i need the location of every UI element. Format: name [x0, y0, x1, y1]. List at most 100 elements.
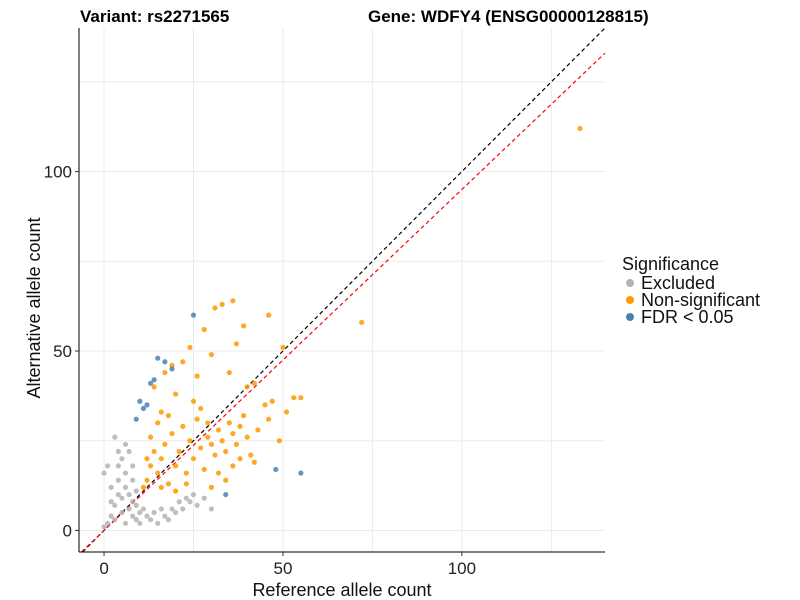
point-excluded: [115, 491, 121, 498]
point-excluded: [169, 506, 175, 512]
point-excluded: [133, 517, 139, 523]
point-non-significant: [151, 448, 157, 455]
point-excluded: [187, 499, 193, 505]
point-excluded: [140, 506, 147, 512]
point-non-significant: [248, 452, 254, 458]
point-non-significant: [291, 395, 297, 401]
point-excluded: [126, 448, 132, 455]
point-excluded: [208, 506, 214, 512]
point-non-significant: [165, 481, 172, 487]
point-non-significant: [198, 405, 204, 412]
point-fdr-0-05: [144, 402, 150, 408]
point-non-significant: [230, 430, 236, 437]
point-excluded: [194, 502, 200, 508]
point-excluded: [108, 484, 114, 490]
point-non-significant: [158, 484, 164, 490]
point-excluded: [122, 470, 129, 476]
point-non-significant: [230, 298, 236, 304]
point-non-significant: [219, 301, 225, 307]
reference-line-fit: [81, 52, 606, 553]
y-tick-label: 0: [63, 521, 72, 540]
legend-label-fdr: FDR < 0.05: [641, 307, 734, 327]
point-non-significant: [230, 463, 236, 469]
point-fdr-0-05: [298, 470, 304, 476]
point-excluded: [112, 434, 118, 440]
point-non-significant: [219, 438, 225, 444]
point-non-significant: [151, 384, 157, 390]
point-non-significant: [240, 323, 247, 329]
point-excluded: [130, 513, 136, 519]
point-excluded: [119, 456, 125, 462]
point-non-significant: [201, 326, 207, 333]
point-excluded: [130, 499, 136, 505]
point-excluded: [126, 491, 132, 498]
point-excluded: [115, 463, 121, 469]
point-non-significant: [144, 477, 150, 483]
point-non-significant: [212, 305, 218, 311]
point-non-significant: [212, 452, 218, 458]
point-excluded: [126, 506, 132, 512]
point-non-significant: [269, 398, 275, 404]
point-non-significant: [180, 359, 186, 365]
point-non-significant: [183, 481, 189, 487]
point-fdr-0-05: [147, 380, 154, 386]
point-non-significant: [223, 448, 229, 455]
point-non-significant: [147, 434, 154, 440]
point-non-significant: [226, 420, 232, 426]
point-excluded: [176, 499, 182, 505]
legend-swatch-non-significant: [626, 296, 634, 304]
point-non-significant: [244, 384, 250, 390]
point-fdr-0-05: [151, 377, 157, 383]
point-non-significant: [158, 409, 164, 415]
point-non-significant: [233, 441, 240, 447]
point-non-significant: [237, 423, 243, 429]
point-non-significant: [155, 470, 161, 476]
point-fdr-0-05: [140, 405, 147, 412]
point-excluded: [122, 484, 129, 490]
point-excluded: [201, 495, 207, 501]
point-non-significant: [198, 445, 204, 451]
point-non-significant: [158, 456, 164, 462]
point-excluded: [112, 517, 118, 523]
point-excluded: [137, 509, 143, 516]
point-non-significant: [255, 427, 261, 433]
point-excluded: [137, 520, 143, 526]
point-non-significant: [226, 369, 232, 376]
point-excluded: [108, 513, 114, 519]
point-excluded: [144, 513, 150, 519]
point-fdr-0-05: [169, 366, 175, 372]
point-non-significant: [208, 441, 214, 447]
point-fdr-0-05: [273, 466, 279, 473]
point-excluded: [162, 513, 168, 519]
point-non-significant: [173, 391, 179, 397]
point-non-significant: [162, 441, 168, 447]
point-excluded: [151, 509, 157, 516]
point-excluded: [105, 520, 111, 526]
point-non-significant: [190, 398, 197, 404]
point-fdr-0-05: [155, 355, 161, 361]
point-excluded: [115, 448, 121, 455]
chart-title-gene: Gene: WDFY4 (ENSG00000128815): [368, 7, 649, 26]
y-tick-labels: 0 50 100: [44, 163, 72, 541]
point-non-significant: [577, 125, 583, 132]
point-non-significant: [180, 423, 186, 429]
x-tick-label: 50: [273, 559, 292, 578]
point-non-significant: [147, 463, 154, 469]
point-excluded: [190, 491, 197, 498]
point-fdr-0-05: [190, 312, 197, 318]
y-tick-label: 100: [44, 163, 72, 182]
point-non-significant: [215, 427, 222, 433]
point-excluded: [133, 488, 139, 494]
point-excluded: [115, 477, 121, 483]
reference-line-identity: [82, 27, 606, 553]
point-excluded: [105, 463, 111, 469]
point-fdr-0-05: [133, 416, 139, 422]
point-non-significant: [194, 416, 200, 422]
point-non-significant: [187, 344, 193, 351]
point-non-significant: [262, 402, 268, 408]
point-excluded: [130, 477, 136, 483]
point-non-significant: [169, 430, 175, 437]
legend-label-non-significant: Non-significant: [641, 290, 760, 310]
point-non-significant: [176, 448, 182, 455]
